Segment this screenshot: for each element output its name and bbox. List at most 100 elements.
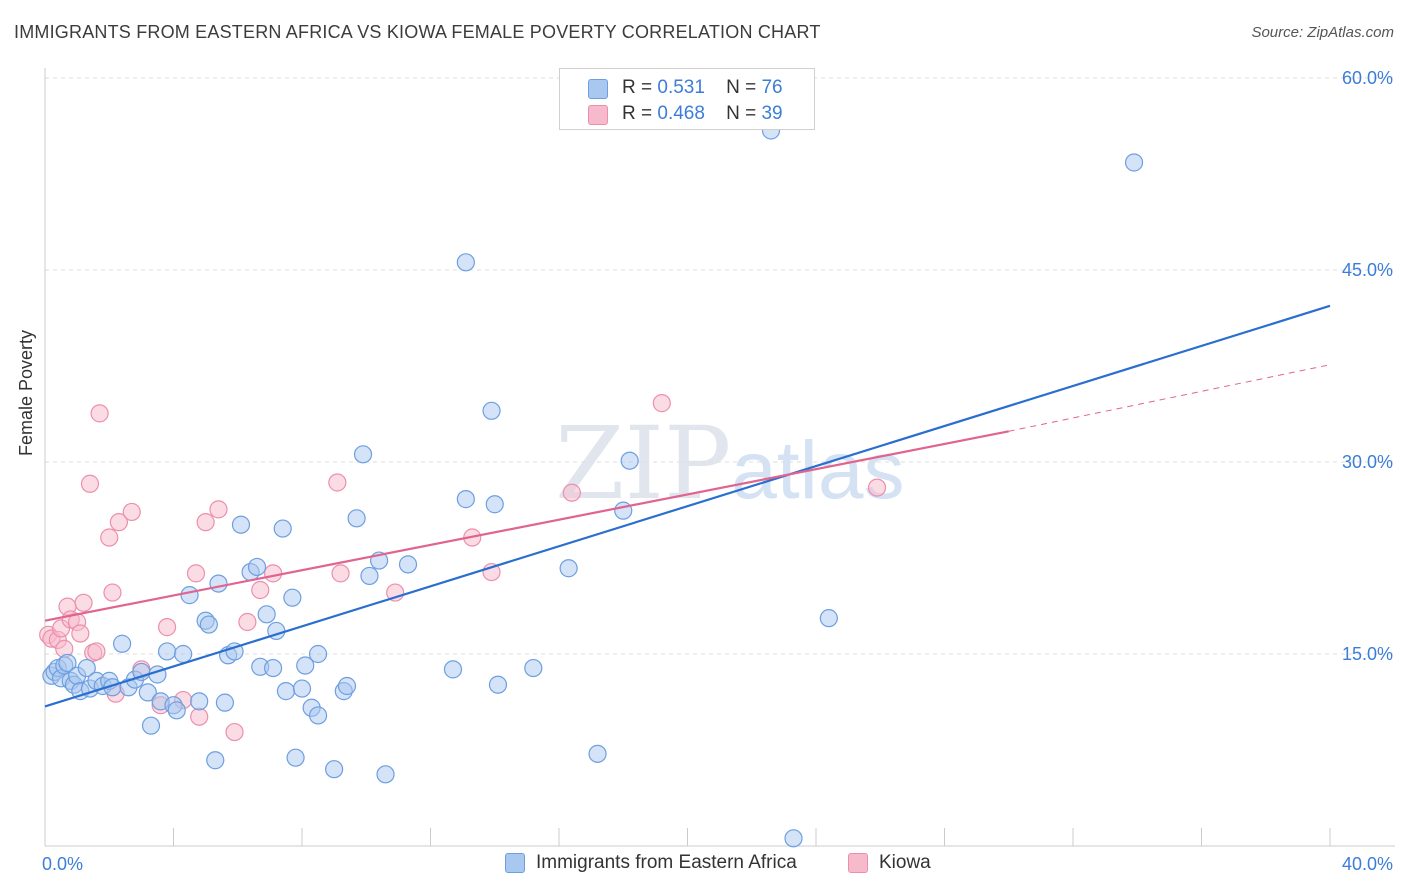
eastern-africa-point	[488, 675, 508, 694]
eastern-africa-point	[620, 451, 639, 470]
legend-swatch-blue	[505, 853, 525, 873]
kiowa-point	[196, 513, 215, 532]
legend-n-value: 39	[761, 103, 783, 124]
eastern-africa-point	[819, 609, 838, 628]
legend-swatch-pink	[588, 105, 608, 125]
eastern-africa-point	[199, 615, 218, 634]
eastern-africa-trend-line	[44, 304, 1331, 708]
eastern-africa-point	[308, 644, 328, 664]
eastern-africa-point	[180, 586, 199, 605]
legend-r-label: R =	[622, 77, 653, 98]
kiowa-point	[100, 528, 119, 547]
legend-label: Kiowa	[879, 852, 931, 873]
eastern-africa-point	[337, 676, 357, 696]
kiowa-point	[251, 580, 270, 600]
legend-n-value: 76	[761, 77, 783, 98]
kiowa-point	[238, 612, 257, 632]
eastern-africa-point	[347, 509, 366, 528]
eastern-africa-point	[485, 495, 504, 514]
eastern-africa-point	[257, 605, 276, 624]
eastern-africa-point	[482, 401, 501, 420]
legend-n-label: N =	[726, 77, 757, 98]
kiowa-point	[80, 474, 100, 493]
kiowa-point	[157, 618, 177, 637]
kiowa-point	[867, 478, 887, 497]
eastern-africa-point	[360, 566, 379, 586]
eastern-africa-points	[42, 121, 1144, 848]
eastern-africa-point	[398, 555, 418, 574]
eastern-africa-point	[58, 653, 77, 673]
kiowa-point	[74, 593, 93, 612]
eastern-africa-point	[308, 706, 328, 725]
kiowa-point	[263, 564, 283, 583]
eastern-africa-point	[443, 660, 463, 679]
kiowa-point	[71, 624, 90, 643]
eastern-africa-point	[157, 642, 177, 661]
eastern-africa-point	[296, 656, 315, 675]
eastern-africa-point	[174, 644, 193, 664]
legend-r-value: 0.468	[657, 103, 705, 124]
eastern-africa-point	[190, 692, 209, 711]
eastern-africa-point	[167, 701, 186, 720]
eastern-africa-point	[353, 445, 373, 464]
kiowa-point	[652, 394, 671, 413]
legend-n-label: N =	[726, 103, 757, 124]
kiowa-point	[225, 722, 244, 742]
eastern-africa-point	[559, 559, 578, 578]
eastern-africa-point	[784, 829, 803, 848]
eastern-africa-point	[456, 253, 475, 272]
y-tick-label: 15.0%	[1342, 644, 1393, 664]
eastern-africa-point	[141, 716, 161, 735]
x-tick-label: 40.0%	[1342, 854, 1393, 874]
eastern-africa-point	[247, 557, 267, 577]
kiowa-trend-line	[44, 430, 1009, 622]
kiowa-point	[122, 502, 141, 522]
eastern-africa-point	[206, 751, 225, 770]
eastern-africa-point	[376, 765, 395, 784]
eastern-africa-point	[588, 744, 607, 763]
eastern-africa-point	[112, 634, 132, 653]
eastern-africa-point	[209, 574, 228, 593]
axes	[44, 68, 1395, 847]
tick-labels: 15.0% 30.0% 45.0% 60.0% 0.0% 40.0%	[42, 68, 1393, 874]
eastern-africa-point	[524, 658, 543, 678]
eastern-africa-point	[215, 693, 234, 712]
y-tick-label: 30.0%	[1342, 452, 1393, 472]
kiowa-point	[87, 642, 106, 661]
eastern-africa-point	[276, 682, 296, 701]
legend-r-label: R =	[622, 103, 653, 124]
eastern-africa-point	[231, 515, 251, 534]
kiowa-point	[331, 564, 350, 583]
y-tick-label: 60.0%	[1342, 68, 1393, 88]
y-tick-label: 45.0%	[1342, 260, 1393, 280]
kiowa-point	[328, 473, 347, 492]
watermark-atlas: atlas	[731, 425, 905, 516]
correlation-legend: R = 0.531 N = 76 R = 0.468 N = 39	[559, 68, 815, 130]
source-note: Source: ZipAtlas.com	[1251, 24, 1394, 41]
eastern-africa-point	[614, 501, 633, 520]
x-tick-label: 0.0%	[42, 854, 83, 874]
kiowa-point	[186, 564, 206, 583]
eastern-africa-point	[286, 748, 305, 767]
eastern-africa-point	[325, 760, 344, 779]
chart-title: IMMIGRANTS FROM EASTERN AFRICA VS KIOWA …	[14, 22, 821, 42]
eastern-africa-point	[292, 679, 312, 698]
kiowa-point	[209, 500, 228, 519]
kiowa-point	[109, 513, 128, 532]
eastern-africa-point	[138, 683, 157, 702]
legend-label: Immigrants from Eastern Africa	[536, 852, 797, 873]
kiowa-point	[90, 404, 109, 423]
legend-swatch-pink	[848, 853, 868, 873]
trend-lines	[44, 304, 1331, 708]
eastern-africa-point	[263, 658, 283, 678]
eastern-africa-point	[456, 490, 475, 509]
kiowa-point	[103, 583, 122, 602]
eastern-africa-point	[283, 588, 302, 607]
kiowa-point	[190, 707, 209, 726]
y-axis-label: Female Poverty	[16, 329, 36, 456]
eastern-africa-point	[77, 658, 96, 678]
kiowa-points	[39, 394, 887, 742]
kiowa-point	[562, 483, 581, 502]
eastern-africa-point	[273, 519, 292, 538]
